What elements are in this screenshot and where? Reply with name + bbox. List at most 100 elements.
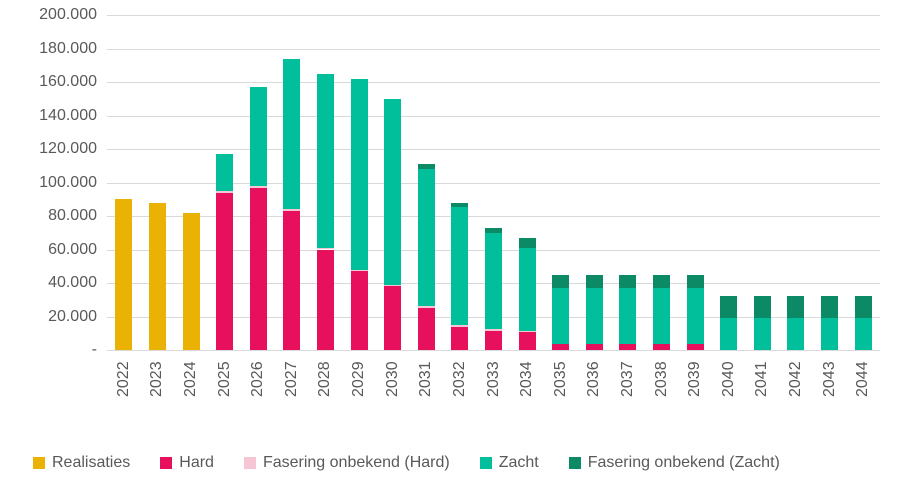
bar-segment-fasering-onbekend-hard — [249, 185, 267, 188]
x-axis-tick-label: 2022 — [114, 361, 132, 397]
x-axis-tick-label: 2039 — [686, 361, 704, 397]
bar-segment-zacht — [485, 232, 502, 330]
bar-segment-fasering-onbekend-zacht — [619, 274, 637, 289]
bar-segment-fasering-onbekend-hard — [350, 269, 368, 272]
bar-segment-zacht — [283, 58, 301, 210]
bar-segment-zacht — [350, 78, 368, 270]
gridline — [107, 115, 880, 117]
bar-segment-fasering-onbekend-hard — [417, 306, 435, 309]
bar-segment-realisaties — [115, 199, 133, 350]
bar-segment-fasering-onbekend-zacht — [485, 227, 502, 233]
bar-segment-zacht — [854, 318, 872, 350]
bar-segment-zacht — [787, 318, 805, 350]
bar-segment-fasering-onbekend-zacht — [854, 296, 872, 319]
legend-swatch-hard — [160, 457, 173, 469]
legend-label: Fasering onbekend (Zacht) — [587, 454, 780, 471]
bar-segment-hard — [283, 210, 301, 350]
bar-segment-zacht — [686, 288, 704, 345]
bar-segment-hard — [384, 286, 402, 350]
bar-segment-hard — [518, 332, 536, 350]
gridline — [107, 350, 880, 351]
bar-segment-zacht — [653, 288, 671, 345]
legend-label: Fasering onbekend (Hard) — [262, 454, 450, 471]
bar-segment-zacht — [417, 169, 435, 307]
bar-segment-realisaties — [148, 202, 166, 350]
x-axis-tick-label: 2043 — [820, 361, 838, 397]
bar-segment-fasering-onbekend-hard — [451, 324, 469, 328]
y-axis-tick-label: 40.000 — [48, 274, 97, 291]
x-axis-tick-label: 2035 — [551, 361, 569, 397]
legend: Realisaties Hard Fasering onbekend (Hard) Z… — [33, 454, 780, 472]
legend-label: Hard — [179, 454, 214, 471]
x-axis-tick-label: 2036 — [585, 361, 603, 397]
bar-segment-fasering-onbekend-zacht — [451, 202, 469, 207]
bar-segment-hard — [216, 192, 234, 350]
bar-segment-hard — [552, 344, 570, 350]
bar-segment-zacht — [821, 318, 839, 350]
x-axis-tick-label: 2024 — [182, 361, 200, 397]
legend-label: Zacht — [498, 454, 539, 471]
bar-segment-fasering-onbekend-zacht — [821, 296, 839, 319]
y-axis-tick-label: 120.000 — [39, 140, 97, 157]
legend-swatch-fasering-onbekend-zacht — [568, 457, 581, 469]
bar-segment-hard — [686, 344, 704, 350]
y-axis-tick-label: 20.000 — [48, 307, 97, 325]
legend-item-realisaties: Realisaties — [33, 454, 130, 472]
bar-segment-fasering-onbekend-zacht — [753, 296, 771, 319]
x-axis-tick-label: 2026 — [249, 361, 267, 397]
bar-segment-fasering-onbekend-zacht — [585, 274, 603, 289]
x-axis-tick-label: 2031 — [417, 361, 435, 397]
y-axis-tick-label: 80.000 — [48, 207, 97, 224]
gridline — [107, 182, 880, 184]
gridline — [107, 149, 880, 150]
bar-segment-hard — [350, 271, 368, 350]
gridline — [107, 48, 880, 50]
y-axis-tick-label: - — [91, 341, 97, 358]
bar-segment-zacht — [619, 288, 637, 345]
x-axis-tick-label: 2025 — [215, 361, 233, 397]
x-axis-tick-label: 2038 — [652, 361, 670, 397]
bar-segment-zacht — [552, 288, 570, 345]
bar-segment-fasering-onbekend-zacht — [787, 296, 805, 319]
x-axis-tick-label: 2028 — [316, 361, 334, 397]
bar-segment-fasering-onbekend-hard — [485, 329, 502, 331]
x-axis-tick-label: 2032 — [450, 361, 468, 397]
bar-segment-fasering-onbekend-zacht — [518, 237, 536, 248]
gridline — [107, 82, 880, 83]
x-axis-tick-label: 2041 — [753, 361, 771, 397]
bar-segment-zacht — [316, 73, 334, 248]
bar-segment-fasering-onbekend-zacht — [653, 274, 671, 289]
bar-segment-realisaties — [182, 212, 200, 350]
legend-swatch-zacht — [479, 457, 492, 469]
legend-swatch-realisaties — [33, 457, 45, 469]
x-axis-tick-label: 2040 — [719, 361, 737, 397]
legend-item-zacht: Zacht — [479, 454, 539, 472]
x-axis-tick-label: 2037 — [618, 361, 636, 397]
bar-segment-hard — [316, 249, 334, 350]
legend-item-hard: Hard — [160, 454, 214, 472]
bar-segment-zacht — [249, 87, 267, 186]
x-axis-tick-label: 2030 — [383, 361, 401, 397]
bar-segment-fasering-onbekend-zacht — [552, 274, 570, 289]
y-axis-tick-label: 100.000 — [39, 173, 97, 191]
bar-segment-hard — [619, 344, 637, 350]
bar-segment-fasering-onbekend-hard — [384, 284, 402, 287]
bar-segment-zacht — [585, 288, 603, 345]
bar-segment-hard — [249, 187, 267, 350]
x-axis-tick-label: 2027 — [282, 361, 300, 397]
bar-segment-hard — [585, 344, 603, 350]
y-axis-tick-label: 180.000 — [39, 39, 97, 57]
bar-segment-hard — [451, 327, 469, 350]
x-axis-tick-label: 2034 — [518, 361, 536, 397]
bar-segment-zacht — [518, 247, 536, 331]
bar-segment-zacht — [720, 318, 738, 350]
gridline — [107, 216, 880, 217]
bar-segment-zacht — [753, 318, 771, 350]
legend-item-fasering-onbekend-zacht: Fasering onbekend (Zacht) — [568, 454, 780, 472]
y-axis-tick-label: 200.000 — [39, 6, 97, 23]
y-axis-tick-label: 140.000 — [39, 106, 97, 124]
x-axis-tick-label: 2044 — [854, 361, 872, 397]
x-axis-tick-label: 2023 — [148, 361, 166, 397]
bar-segment-fasering-onbekend-hard — [283, 209, 301, 211]
bar-segment-fasering-onbekend-hard — [216, 190, 234, 193]
